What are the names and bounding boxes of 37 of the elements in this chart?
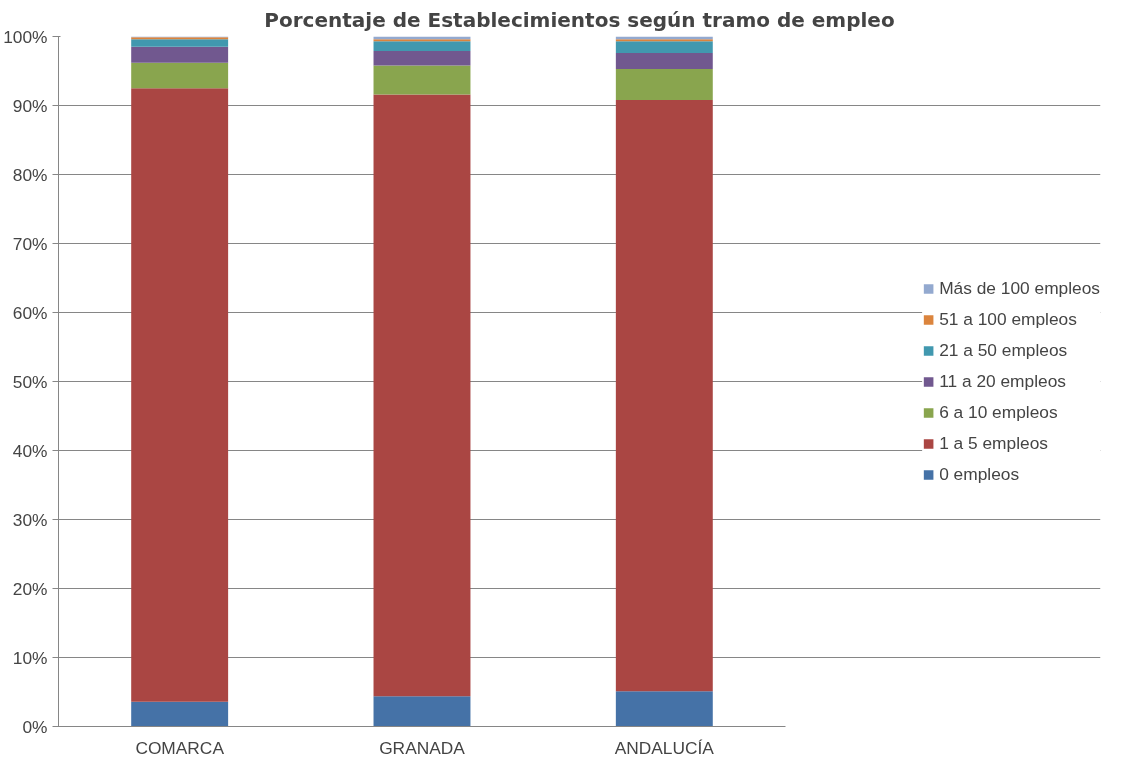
bar xyxy=(373,50,471,66)
y-tick-label: 40% xyxy=(12,440,48,461)
legend-label: 51 a 100 empleos xyxy=(939,308,1077,330)
bar xyxy=(131,46,229,63)
legend-label: 21 a 50 empleos xyxy=(939,339,1068,361)
y-tick-label: 80% xyxy=(12,164,48,185)
legend-label: 1 a 5 empleos xyxy=(939,432,1048,454)
bar xyxy=(615,691,713,727)
legend-label: 6 a 10 empleos xyxy=(939,401,1058,423)
legend-label: 0 empleos xyxy=(939,463,1020,485)
bar xyxy=(131,62,229,89)
bar xyxy=(615,68,713,100)
y-tick-label: 20% xyxy=(12,578,48,599)
bar xyxy=(615,53,713,69)
y-tick-label: 90% xyxy=(12,95,48,116)
bar xyxy=(615,41,713,54)
y-tick-label: 60% xyxy=(12,302,48,323)
bar xyxy=(373,65,471,95)
x-tick-label: COMARCA xyxy=(135,737,225,758)
y-tick-label: 100% xyxy=(3,26,48,47)
y-tick-label: 70% xyxy=(12,233,48,254)
bar xyxy=(131,701,229,727)
y-tick-label: 30% xyxy=(12,509,48,530)
bar xyxy=(373,41,471,51)
y-tick-label: 0% xyxy=(22,716,48,737)
bar xyxy=(373,696,471,727)
bar xyxy=(373,94,471,697)
bar xyxy=(131,39,229,47)
legend-label: 11 a 20 empleos xyxy=(939,370,1066,392)
x-tick-label: ANDALUCÍA xyxy=(614,737,715,758)
chart-title: Porcentaje de Establecimientos según tramo de empleo xyxy=(264,7,895,32)
y-tick-label: 50% xyxy=(12,371,48,392)
legend-label: Más de 100 empleos xyxy=(939,277,1100,299)
x-tick-label: GRANADA xyxy=(379,737,466,758)
bar xyxy=(131,88,229,702)
bar xyxy=(615,99,713,692)
y-tick-label: 10% xyxy=(12,647,48,668)
